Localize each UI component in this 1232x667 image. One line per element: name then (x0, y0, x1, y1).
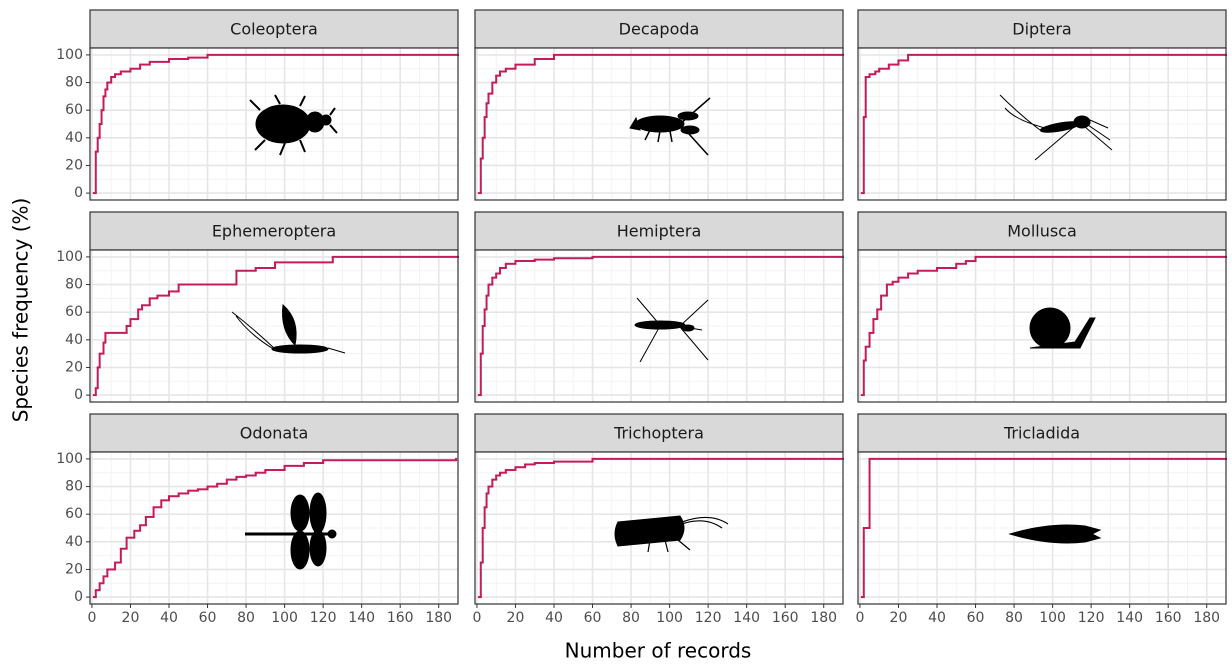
panel: Coleoptera 0 20 40 60 80 100 (56, 10, 458, 201)
x-tick-label: 140 (733, 610, 760, 626)
y-tick-label: 80 (65, 277, 83, 293)
x-tick-label: 140 (348, 610, 375, 626)
x-tick-label: 160 (772, 610, 799, 626)
x-tick-label: 0 (472, 610, 481, 626)
strip-title: Coleoptera (230, 20, 318, 39)
strip-title: Mollusca (1007, 222, 1077, 241)
strip-title: Hemiptera (617, 222, 702, 241)
x-tick-label: 60 (584, 610, 602, 626)
y-tick-label: 80 (65, 75, 83, 91)
x-tick-label: 60 (199, 610, 217, 626)
y-tick-label: 100 (56, 47, 83, 63)
panel: Diptera (858, 10, 1226, 200)
strip-title: Ephemeroptera (212, 222, 336, 241)
panel: Odonata 0 20 40 60 80 100 120 140 160 180 0 20 40 60 80… (56, 414, 458, 626)
x-tick-label: 100 (271, 610, 298, 626)
strip-title: Tricladida (1003, 424, 1080, 443)
y-tick-label: 20 (65, 561, 83, 577)
page: Coleoptera 0 20 40 60 80 100 Decapoda Diptera Eph… (0, 0, 1232, 667)
x-tick-label: 140 (1116, 610, 1143, 626)
y-tick-label: 0 (74, 589, 83, 605)
y-tick-label: 60 (65, 304, 83, 320)
strip-title: Decapoda (619, 20, 700, 39)
x-tick-label: 80 (1005, 610, 1023, 626)
x-tick-label: 160 (1155, 610, 1182, 626)
strip-title: Trichoptera (613, 424, 704, 443)
x-tick-label: 120 (695, 610, 722, 626)
y-axis-title: Species frequency (%) (9, 198, 33, 423)
x-tick-label: 40 (928, 610, 946, 626)
strip-title: Odonata (240, 424, 309, 443)
y-tick-label: 40 (65, 130, 83, 146)
x-tick-label: 180 (810, 610, 837, 626)
panel: Hemiptera (475, 212, 843, 402)
y-tick-label: 40 (65, 534, 83, 550)
x-tick-label: 0 (855, 610, 864, 626)
y-tick-label: 40 (65, 332, 83, 348)
panel: Ephemeroptera 0 20 40 60 80 100 (56, 212, 458, 403)
x-tick-label: 160 (387, 610, 414, 626)
y-tick-label: 100 (56, 249, 83, 265)
x-tick-label: 120 (1078, 610, 1105, 626)
x-tick-label: 20 (507, 610, 525, 626)
panel: Decapoda (475, 10, 843, 200)
chart: Coleoptera 0 20 40 60 80 100 Decapoda Diptera Eph… (0, 0, 1232, 667)
y-tick-label: 20 (65, 157, 83, 173)
x-tick-label: 20 (890, 610, 908, 626)
y-tick-label: 80 (65, 479, 83, 495)
x-tick-label: 40 (160, 610, 178, 626)
x-tick-label: 180 (1193, 610, 1220, 626)
y-tick-label: 20 (65, 359, 83, 375)
x-tick-label: 20 (122, 610, 140, 626)
x-tick-label: 180 (425, 610, 452, 626)
y-tick-label: 0 (74, 185, 83, 201)
y-tick-label: 60 (65, 102, 83, 118)
y-tick-label: 60 (65, 506, 83, 522)
x-tick-label: 120 (310, 610, 337, 626)
x-tick-label: 40 (545, 610, 563, 626)
y-tick-label: 100 (56, 451, 83, 467)
x-tick-label: 80 (237, 610, 255, 626)
strip-title: Diptera (1012, 20, 1071, 39)
x-tick-label: 80 (622, 610, 640, 626)
y-tick-label: 0 (74, 387, 83, 403)
x-axis-title: Number of records (565, 639, 752, 663)
x-tick-label: 100 (656, 610, 683, 626)
panel: Mollusca (858, 212, 1226, 402)
x-tick-label: 100 (1039, 610, 1066, 626)
x-tick-label: 0 (87, 610, 96, 626)
panel: Tricladida 0 20 40 60 80 100 120 140 160 180 (855, 414, 1226, 626)
x-tick-label: 60 (967, 610, 985, 626)
